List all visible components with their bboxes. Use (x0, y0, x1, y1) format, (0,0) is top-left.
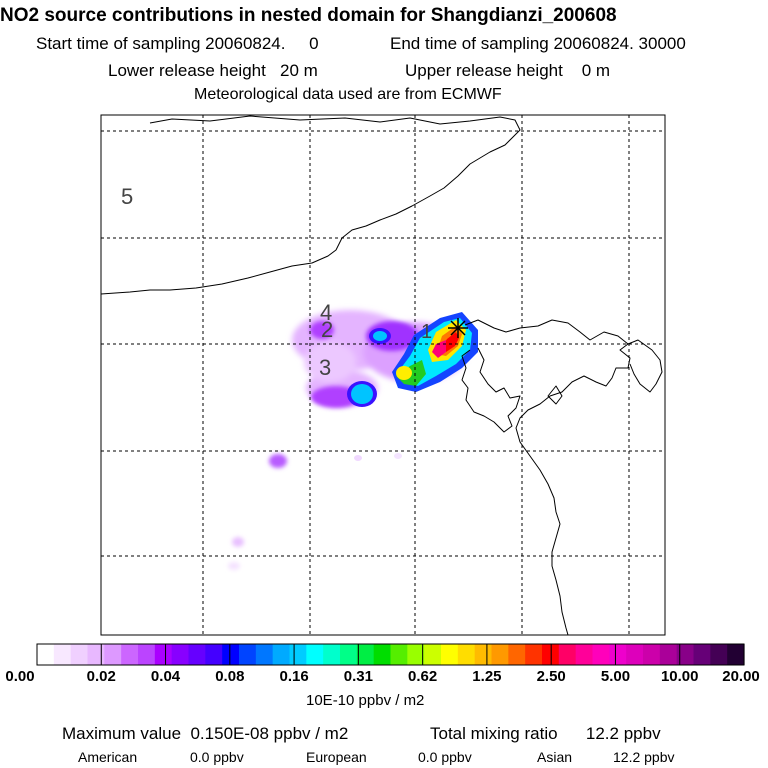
colorbar-cell (592, 644, 610, 665)
colorbar-cell (53, 644, 72, 665)
colorbar-tick-label: 0.16 (279, 668, 309, 685)
colorbar-cell (121, 644, 139, 665)
colorbar-cell (676, 644, 695, 665)
colorbar-tick-label: 0.62 (408, 668, 438, 685)
colorbar-dividers (100, 644, 681, 665)
colorbar-cell (87, 644, 105, 665)
colorbar-cell (171, 644, 190, 665)
total-mixing-ratio-text: Total mixing ratio 12.2 ppbv (430, 724, 661, 743)
colorbar-cell (239, 644, 257, 665)
colorbar-tick-label: 0.31 (343, 668, 373, 685)
colorbar-cell (441, 644, 459, 665)
coastlines (101, 115, 663, 635)
colorbar-cell (306, 644, 324, 665)
american-value: 0.0 ppbv (190, 749, 244, 765)
region-label-4: 4 (320, 300, 332, 325)
region-labels: 5 4 2 3 1 (121, 184, 432, 380)
colorbar-cell (626, 644, 644, 665)
colorbar-cell (104, 644, 122, 665)
colorbar-cell (188, 644, 206, 665)
maximum-value-text: Maximum value 0.150E-08 ppbv / m2 (62, 724, 349, 743)
colorbar-cell (727, 644, 745, 665)
asian-label: Asian (537, 749, 573, 765)
colorbar-cell (373, 644, 392, 665)
colorbar-cell (356, 644, 375, 665)
region-label-1: 1 (421, 321, 432, 343)
colorbar-cell (609, 644, 627, 665)
colorbar-cell (37, 644, 55, 665)
colorbar-cells (37, 644, 745, 665)
contribution-field (228, 310, 478, 570)
european-value: 0.0 ppbv (418, 749, 472, 765)
map-content: 5 4 2 3 1 (101, 115, 665, 635)
colorbar-cell (289, 644, 307, 665)
border-east (464, 319, 631, 635)
graticule (101, 115, 665, 635)
colorbar-cell (323, 644, 341, 665)
peninsula-east (627, 339, 663, 393)
colorbar-tick-label: 0.04 (150, 668, 181, 685)
colorbar-tick-label: 20.00 (722, 668, 760, 685)
colorbar-cell (205, 644, 223, 665)
meteorological-data-text: Meteorological data used are from ECMWF (194, 86, 502, 103)
european-label: European (306, 749, 367, 765)
colorbar-cell (558, 644, 577, 665)
colorbar-cell (340, 644, 358, 665)
colorbar-cell (491, 644, 509, 665)
colorbar-cell (659, 644, 678, 665)
colorbar-unit-label: 10E-10 ppbv / m2 (306, 692, 425, 709)
colorbar-tick-label: 1.25 (472, 668, 502, 685)
colorbar-tick-label: 10.00 (660, 668, 699, 685)
sampling-end-text: End time of sampling 20060824. 30000 (390, 34, 686, 53)
colorbar-tick-label: 0.08 (215, 668, 245, 685)
upper-release-height-text: Upper release height 0 m (405, 61, 611, 80)
receptor-star-icon (448, 318, 468, 338)
colorbar-cell (508, 644, 526, 665)
colorbar-cell (643, 644, 661, 665)
border-north (101, 115, 521, 295)
colorbar-tick-label: 2.50 (536, 668, 566, 685)
colorbar-cell (710, 644, 728, 665)
colorbar-cell (255, 644, 274, 665)
colorbar-cell (407, 644, 425, 665)
colorbar-cell (70, 644, 89, 665)
colorbar-cell (138, 644, 156, 665)
colorbar-cell (525, 644, 543, 665)
colorbar-cell (390, 644, 408, 665)
colorbar-frame (36, 643, 745, 666)
sampling-start-text: Start time of sampling 20060824. 0 (36, 34, 319, 53)
colorbar-cell (154, 644, 173, 665)
coast-fragment (547, 385, 563, 405)
region-label-3: 3 (319, 355, 331, 380)
colorbar-cell (575, 644, 594, 665)
colorbar-cell (424, 644, 442, 665)
page-title: NO2 source contributions in nested domai… (0, 5, 617, 26)
asian-value: 12.2 ppbv (613, 749, 675, 765)
colorbar-tick-label: 5.00 (600, 668, 631, 685)
region-label-2: 2 (321, 317, 333, 342)
colorbar-cell (693, 644, 711, 665)
coast-east (461, 347, 521, 433)
colorbar-tick-label: 0.02 (86, 668, 116, 685)
region-label-5: 5 (121, 184, 133, 209)
colorbar-cell (457, 644, 476, 665)
map-frame (100, 114, 666, 636)
colorbar-cell (222, 644, 240, 665)
american-label: American (78, 749, 138, 765)
colorbar-cell (272, 644, 291, 665)
lower-release-height-text: Lower release height 20 m (108, 61, 318, 80)
colorbar-cell (474, 644, 493, 665)
colorbar-tick-label: 0.00 (5, 668, 35, 685)
